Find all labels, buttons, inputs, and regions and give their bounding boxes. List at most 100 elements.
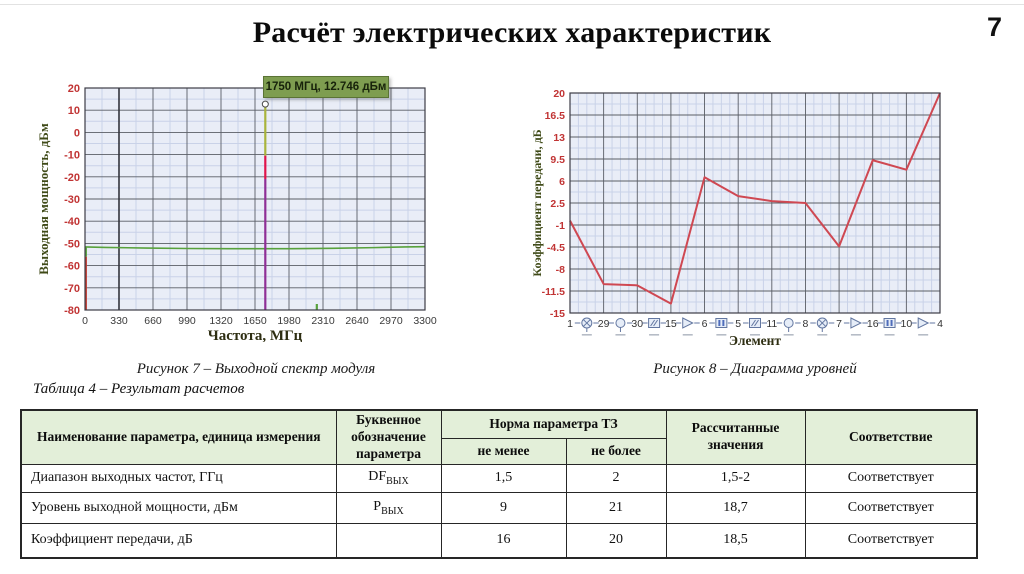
- oscillator-icon: [608, 318, 633, 336]
- symbol-sub: ВЫХ: [386, 476, 409, 488]
- col-header-not-more: не более: [565, 437, 667, 465]
- col-header-calculated: Рассчитанные значения: [665, 409, 806, 465]
- x-axis-label: Элемент: [729, 333, 782, 348]
- amplifier-icon: [843, 317, 868, 336]
- svg-text:-1: -1: [556, 220, 565, 232]
- peak-marker: [261, 100, 269, 108]
- table-row: Диапазон выходных частот, ГГц DFВЫХ 1,5 …: [20, 463, 978, 493]
- symbol-sub: ВЫХ: [381, 505, 404, 517]
- param-not-less: 16: [440, 522, 567, 559]
- svg-text:29: 29: [598, 318, 610, 330]
- svg-text:30: 30: [631, 318, 643, 330]
- svg-text:-70: -70: [64, 283, 80, 295]
- svg-text:-30: -30: [64, 194, 80, 206]
- level-series-line: [569, 92, 941, 305]
- svg-text:4: 4: [937, 318, 943, 330]
- param-calculated: 18,7: [665, 491, 806, 524]
- col-header-not-less: не менее: [440, 437, 567, 465]
- spectrum-marker-label: 1750 МГц, 12.746 дБм: [263, 76, 389, 98]
- filter-bars-icon: [709, 318, 734, 336]
- svg-text:7: 7: [836, 318, 842, 330]
- col-header-symbol: Буквенное обозначение параметра: [335, 409, 442, 465]
- x-axis-label: Частота, МГц: [208, 328, 303, 342]
- svg-text:6: 6: [702, 318, 708, 330]
- svg-text:13: 13: [553, 132, 565, 144]
- param-symbol: PВЫХ: [335, 491, 442, 524]
- param-not-less: 9: [440, 491, 567, 524]
- svg-text:-60: -60: [64, 261, 80, 273]
- svg-text:20: 20: [553, 88, 565, 100]
- svg-text:2640: 2640: [345, 315, 369, 327]
- svg-text:0: 0: [82, 315, 88, 327]
- y-axis-label: Коэффициент передачи, дБ: [530, 129, 544, 276]
- param-conformity: Соответствует: [804, 463, 978, 493]
- svg-text:-80: -80: [64, 305, 80, 317]
- svg-text:1: 1: [567, 318, 573, 330]
- table-row: Уровень выходной мощности, дБм PВЫХ 9 21…: [20, 491, 978, 524]
- svg-text:2970: 2970: [379, 315, 403, 327]
- param-not-more: 20: [565, 522, 667, 559]
- svg-text:660: 660: [144, 315, 162, 327]
- svg-text:990: 990: [178, 315, 196, 327]
- svg-text:3300: 3300: [413, 315, 437, 327]
- svg-text:330: 330: [110, 315, 128, 327]
- mixer-icon: [810, 317, 835, 336]
- filter-hatch-icon: [743, 318, 767, 336]
- svg-text:1650: 1650: [243, 315, 267, 327]
- svg-text:2310: 2310: [311, 315, 335, 327]
- symbol-main: P: [373, 498, 382, 514]
- oscillator-icon: [776, 318, 801, 336]
- svg-text:9.5: 9.5: [550, 154, 565, 166]
- svg-text:15: 15: [665, 318, 677, 330]
- svg-text:16: 16: [867, 318, 879, 330]
- param-name: Коэффициент передачи, дБ: [20, 522, 337, 559]
- amplifier-icon: [675, 317, 700, 336]
- svg-text:10: 10: [68, 105, 80, 117]
- param-symbol: [335, 522, 442, 559]
- svg-text:8: 8: [803, 318, 809, 330]
- figure8-caption: Рисунок 8 – Диаграмма уровней: [653, 361, 857, 377]
- svg-text:10: 10: [901, 318, 913, 330]
- svg-text:5: 5: [735, 318, 741, 330]
- param-conformity: Соответствует: [804, 491, 978, 524]
- col-header-norm: Норма параметра ТЗ: [440, 409, 667, 439]
- svg-text:-10: -10: [64, 150, 80, 162]
- svg-text:-15: -15: [550, 308, 565, 320]
- page-number: 7: [986, 12, 1002, 42]
- param-not-less: 1,5: [440, 463, 567, 493]
- slide-top-divider: [0, 4, 1024, 5]
- amplifier-icon: [911, 317, 936, 336]
- filter-hatch-icon: [642, 318, 667, 336]
- svg-text:20: 20: [68, 83, 80, 95]
- results-table: Наименование параметра, единица измерени…: [20, 409, 979, 560]
- symbol-main: DF: [368, 469, 387, 485]
- svg-text:-20: -20: [64, 172, 80, 184]
- param-symbol: DFВЫХ: [335, 463, 442, 493]
- svg-text:1980: 1980: [277, 315, 301, 327]
- mixer-icon: [574, 317, 599, 336]
- level-diagram-chart: 20 16.5 13 9.5 6 2.5 -1 -4.5 -8 -11.5 -151 29 30 15 6 5…: [530, 88, 943, 348]
- page-title: Расчёт электрических характеристик: [252, 16, 772, 49]
- param-name: Уровень выходной мощности, дБм: [20, 491, 337, 524]
- figure7-caption: Рисунок 7 – Выходной спектр модуля: [136, 361, 376, 377]
- param-calculated: 1,5-2: [665, 463, 806, 493]
- svg-text:-40: -40: [64, 216, 80, 228]
- svg-text:-50: -50: [64, 238, 80, 250]
- svg-text:11: 11: [766, 318, 777, 330]
- param-name: Диапазон выходных частот, ГГц: [20, 463, 337, 493]
- param-not-more: 2: [565, 463, 667, 493]
- noise-floor-line: [84, 245, 426, 250]
- svg-text:16.5: 16.5: [545, 110, 566, 122]
- param-not-more: 21: [565, 491, 667, 524]
- svg-text:6: 6: [559, 176, 565, 188]
- col-header-conformity: Соответствие: [804, 409, 978, 465]
- table-caption: Таблица 4 – Результат расчетов: [33, 381, 245, 397]
- col-header-name: Наименование параметра, единица измерени…: [20, 409, 337, 465]
- svg-text:-8: -8: [556, 264, 565, 276]
- table-row: Коэффициент передачи, дБ 16 20 18,5 Соот…: [20, 522, 978, 559]
- svg-text:0: 0: [74, 127, 80, 139]
- param-calculated: 18,5: [665, 522, 806, 559]
- filter-bars-icon: [877, 318, 902, 336]
- svg-text:1320: 1320: [209, 315, 233, 327]
